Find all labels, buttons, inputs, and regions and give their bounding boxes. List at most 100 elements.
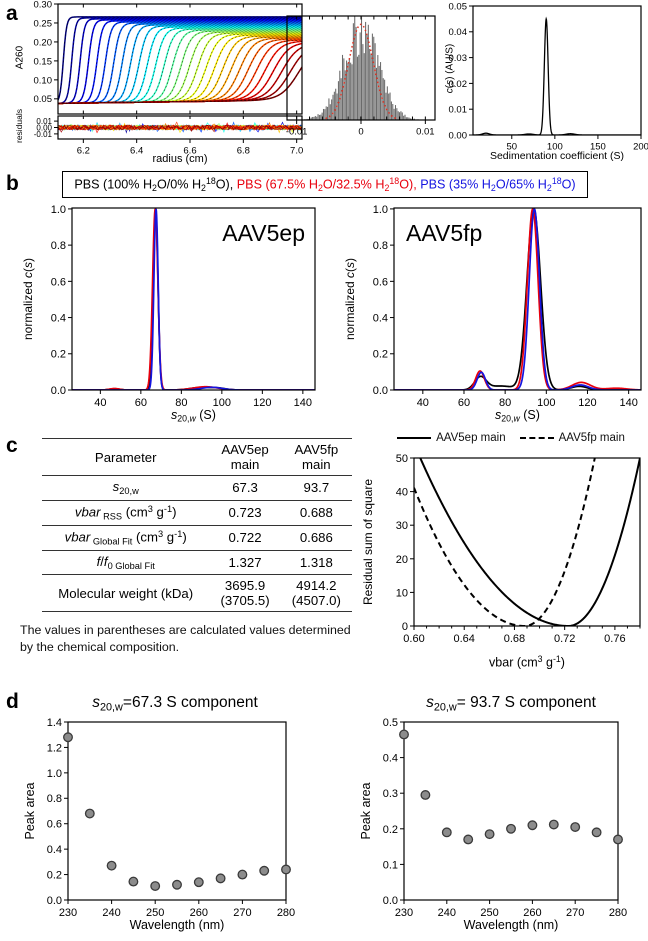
buffer-legend: PBS (100% H2O/0% H218O), PBS (67.5% H2O/… <box>62 171 588 198</box>
svg-text:6.2: 6.2 <box>77 146 90 157</box>
y-axis-label-peak-area: Peak area <box>359 782 373 840</box>
table-cell: f/f0 Global Fit <box>96 553 155 571</box>
solid-line-icon <box>397 437 432 439</box>
svg-text:0.30: 0.30 <box>34 0 53 10</box>
svg-text:0.00: 0.00 <box>36 123 52 132</box>
svg-text:0.0: 0.0 <box>373 385 388 397</box>
svg-text:0.01: 0.01 <box>449 105 468 116</box>
svg-text:1.4: 1.4 <box>47 717 62 729</box>
svg-text:0.8: 0.8 <box>373 240 388 252</box>
table-cell: 0.688 <box>299 505 333 521</box>
svg-text:260: 260 <box>523 907 541 919</box>
svg-text:0.4: 0.4 <box>47 844 62 856</box>
table-note: The values in parentheses are calculated… <box>20 623 351 654</box>
svg-text:0.10: 0.10 <box>34 75 53 86</box>
svg-text:0.04: 0.04 <box>449 27 468 38</box>
svg-text:6.4: 6.4 <box>130 146 143 157</box>
parameter-table: Parameter AAV5ep main AAV5fp main s20,w 67… <box>42 438 352 612</box>
svg-text:0.3: 0.3 <box>383 788 398 800</box>
plot-title-aav5fp: AAV5fp <box>406 220 483 246</box>
svg-text:280: 280 <box>277 907 295 919</box>
chart-aav5fp: 40 60 80 100 120 140 0.0 0.2 0.4 0.6 0.8 1.0 AAV5fp… <box>332 200 646 426</box>
svg-text:0.4: 0.4 <box>51 313 66 325</box>
chart-residuals-histogram: -0.01 0 0.01 <box>281 0 443 168</box>
svg-text:30: 30 <box>396 520 408 532</box>
plot-canvas: -0.01 0 0.01 <box>286 15 436 138</box>
chart-peak-area-93: 230 240 250 260 270 280 0.0 0.1 0.2 0.3 0.4 0.5 s20… <box>330 688 648 940</box>
rss-legend: AAV5ep main AAV5fp main <box>382 432 640 444</box>
svg-text:6.8: 6.8 <box>237 146 250 157</box>
panel-label-d: d <box>6 690 19 713</box>
x-axis-label-wavelength: Wavelength (nm) <box>463 918 559 932</box>
table-cell: 67.3 <box>232 480 258 496</box>
y-axis-label-cs: c(s) (AU/S) <box>444 43 456 94</box>
svg-text:-0.01: -0.01 <box>34 130 53 139</box>
chart-peak-area-67: 230 240 250 260 270 280 0.0 0.2 0.4 0.6 0.8 1.0 1.2 1… <box>10 688 324 940</box>
svg-text:0.15: 0.15 <box>34 56 53 67</box>
legend-part: PBS (67.5% H2O/32.5% H218O), <box>236 175 421 194</box>
svg-text:0.01: 0.01 <box>36 117 52 126</box>
svg-text:0.76: 0.76 <box>604 633 625 645</box>
svg-text:240: 240 <box>102 907 120 919</box>
svg-text:0.20: 0.20 <box>34 37 53 48</box>
svg-text:50: 50 <box>506 142 517 153</box>
y-axis-label-normalized-cs: normalized c(s) <box>21 257 35 341</box>
table-cell: 93.7 <box>303 480 330 496</box>
x-axis-label-s20w: s20,w (S) <box>171 408 216 424</box>
table-row-ff0: f/f0 Global Fit 1.327 1.318 <box>42 550 352 575</box>
table-row-vbar-global: vbar Global Fit (cm3 g-1) 0.722 0.686 <box>42 525 352 551</box>
table-cell: vbar Global Fit (cm3 g-1) <box>64 528 187 547</box>
svg-text:230: 230 <box>59 907 77 919</box>
svg-text:20: 20 <box>396 554 408 566</box>
x-axis-label-vbar: vbar (cm3 g-1) <box>489 654 565 670</box>
svg-text:0.6: 0.6 <box>51 276 66 288</box>
svg-text:0.5: 0.5 <box>383 717 398 729</box>
table-cell: Molecular weight (kDa) <box>58 585 194 601</box>
chart-sedimentation-raw: 0.05 0.10 0.15 0.20 0.25 0.30 -0.01 0.00 0.01 6.2… <box>6 0 308 168</box>
svg-text:140: 140 <box>619 397 637 409</box>
legend-item-aav5fp: AAV5fp main <box>519 432 625 444</box>
table-row-vbar-rss: vbar RSS (cm3 g-1) 0.723 0.688 <box>42 500 352 526</box>
svg-text:0.25: 0.25 <box>34 18 53 29</box>
svg-text:50: 50 <box>396 453 408 465</box>
svg-text:0.60: 0.60 <box>403 633 424 645</box>
svg-text:40: 40 <box>396 487 408 499</box>
svg-text:150: 150 <box>590 142 606 153</box>
chart-title-67: s20,w=67.3 S component <box>92 694 258 714</box>
svg-text:230: 230 <box>395 907 413 919</box>
svg-text:270: 270 <box>233 907 251 919</box>
chart-title-93: s20,w= 93.7 S component <box>426 694 596 714</box>
table-row-s20w: s20,w 67.3 93.7 <box>42 476 352 501</box>
legend-label: AAV5fp main <box>558 432 625 444</box>
plot-canvas: 230 240 250 260 270 280 0.0 0.2 0.4 0.6 0.8 1.0 1.2 1… <box>47 717 295 919</box>
svg-text:260: 260 <box>190 907 208 919</box>
chart-cs-distribution: 50 100 150 200 0.00 0.01 0.02 0.03 0.04 0.05 c(s)… <box>443 0 648 168</box>
table-row-molecular-weight: Molecular weight (kDa) 3695.9 (3705.5) 49… <box>42 575 352 612</box>
svg-text:120: 120 <box>578 397 596 409</box>
plot-canvas: 0.60 0.64 0.68 0.72 0.76 0 10 20 30 40 50 <box>396 453 641 645</box>
y-axis-label-residuals: residuals <box>14 108 24 144</box>
svg-text:0.6: 0.6 <box>373 276 388 288</box>
svg-text:0.03: 0.03 <box>449 53 468 64</box>
svg-text:-0.01: -0.01 <box>286 127 308 138</box>
panel-label-b: b <box>6 172 19 195</box>
svg-text:250: 250 <box>480 907 498 919</box>
svg-text:0.68: 0.68 <box>504 633 525 645</box>
svg-text:0.01: 0.01 <box>416 127 435 138</box>
y-axis-label-normalized-cs: normalized c(s) <box>343 257 357 341</box>
svg-text:60: 60 <box>135 397 147 409</box>
x-axis-label-sed-coeff: Sedimentation coefficient (S) <box>489 150 625 162</box>
legend-part: PBS (100% H2O/0% H218O), <box>74 175 237 194</box>
svg-text:0.05: 0.05 <box>34 94 53 105</box>
svg-text:1.2: 1.2 <box>47 742 62 754</box>
table-cell: 1.318 <box>299 554 333 570</box>
svg-text:1.0: 1.0 <box>47 768 62 780</box>
table-cell: s20,w <box>112 479 139 497</box>
panel-label-a: a <box>6 2 18 25</box>
svg-text:0.8: 0.8 <box>51 240 66 252</box>
svg-text:280: 280 <box>609 907 627 919</box>
chart-aav5ep: 40 60 80 100 120 140 0.0 0.2 0.4 0.6 0.8 1.0 AAV5ep… <box>8 200 320 426</box>
svg-text:250: 250 <box>146 907 164 919</box>
svg-text:0.2: 0.2 <box>51 349 66 361</box>
